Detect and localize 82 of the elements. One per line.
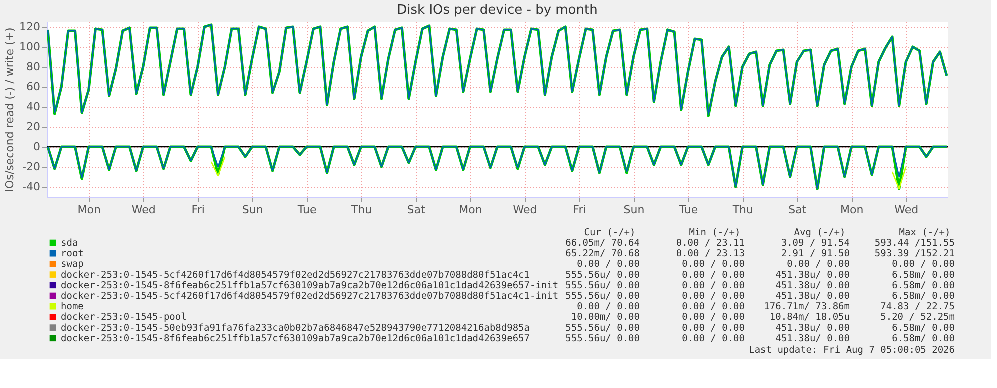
text: 3.09 / 91.54 xyxy=(781,238,850,249)
x-tick-label: Fri xyxy=(573,204,586,216)
y-axis-title: IOs/second read (-) / write (+) xyxy=(4,28,17,192)
text: 65.22m/ 70.68 xyxy=(566,248,640,260)
text: 555.56u/ 0.00 xyxy=(566,280,640,292)
text: 0.00 / 23.13 xyxy=(676,248,745,260)
chart-title: Disk IOs per device - by month xyxy=(397,3,598,18)
y-tick-label: 80 xyxy=(26,60,40,74)
legend-label: docker-253:0-1545-5cf4260f17d6f4d8054579f02ed2d56927c21783763dde07b7088d80f51ac4c1-init xyxy=(61,291,559,302)
text: 0.00 / 0.00 xyxy=(682,259,746,270)
text: Max (-/+) xyxy=(899,227,951,238)
text: 6.58m/ 0.00 xyxy=(892,333,956,344)
text: Min (-/+) xyxy=(689,227,741,238)
text: 0.00 / 0.00 xyxy=(787,259,850,270)
text: 0.00 / 0.00 xyxy=(682,270,746,281)
y-tick-label: 100 xyxy=(20,40,40,54)
y-tick-label: 120 xyxy=(20,20,40,34)
text: Cur (-/+) xyxy=(584,227,636,238)
text: 6.58m/ 0.00 xyxy=(892,270,956,281)
x-tick-label: Tue xyxy=(678,204,698,216)
text: 555.56u/ 0.00 xyxy=(566,322,640,334)
x-tick-label: Fri xyxy=(192,204,205,216)
y-tick-label: 40 xyxy=(26,100,40,114)
text: 10.00m/ 0.00 xyxy=(571,312,640,324)
x-tick-label: Wed xyxy=(894,204,919,216)
text: 0.00 / 0.00 xyxy=(682,322,746,334)
text: 451.38u/ 0.00 xyxy=(776,322,850,334)
text: 0.00 / 0.00 xyxy=(577,259,640,270)
x-tick-label: Mon xyxy=(78,204,101,216)
legend-label: docker-253:0-1545-5cf4260f17d6f4d8054579f02ed2d56927c21783763dde07b7088d80f51ac4c1 xyxy=(61,270,530,281)
text: 6.58m/ 0.00 xyxy=(892,280,956,292)
text: 74.83 / 22.75 xyxy=(880,302,955,313)
text: Avg (-/+) xyxy=(794,227,846,238)
x-tick-label: Thu xyxy=(350,204,372,216)
legend-label: home xyxy=(61,302,84,313)
y-tick-label: 20 xyxy=(26,120,40,134)
y-tick-label: 0 xyxy=(34,140,40,154)
text: 451.38u/ 0.00 xyxy=(776,291,850,302)
legend-label: swap xyxy=(61,259,84,270)
text: 593.39 /152.21 xyxy=(874,248,956,260)
text: 0.00 / 23.11 xyxy=(676,238,746,249)
x-tick-label: Sun xyxy=(242,204,264,216)
text: 451.38u/ 0.00 xyxy=(776,333,850,344)
text: 66.05m/ 70.64 xyxy=(566,238,640,249)
x-tick-label: Sat xyxy=(788,204,808,216)
x-tick-label: Mon xyxy=(840,204,864,216)
x-tick-label: Tue xyxy=(296,204,317,216)
text: 555.56u/ 0.00 xyxy=(566,291,640,302)
legend-label: docker-253:0-1545-pool xyxy=(61,312,187,324)
legend-label: sda xyxy=(61,238,78,249)
x-tick-label: Sun xyxy=(624,204,645,216)
text: 5.20 / 52.25m xyxy=(880,312,956,324)
text: 555.56u/ 0.00 xyxy=(566,333,640,344)
text: 451.38u/ 0.00 xyxy=(776,280,850,292)
legend-label: root xyxy=(61,248,84,260)
y-tick-label: -40 xyxy=(22,180,40,194)
text: 593.44 /151.55 xyxy=(874,238,955,249)
text: 2.91 / 91.50 xyxy=(781,248,850,260)
x-tick-label: Wed xyxy=(513,204,538,216)
text: 6.58m/ 0.00 xyxy=(892,322,956,334)
text: 0.00 / 0.00 xyxy=(682,291,746,302)
x-tick-label: Wed xyxy=(132,204,156,216)
legend-label: docker-253:0-1545-8f6feab6c251ffb1a57cf630109ab7a9ca2b70e12d6c06a101c1dad42639e657-init xyxy=(61,280,559,292)
text: Last update: Fri Aug 7 05:00:05 2026 xyxy=(749,345,956,356)
text: 6.58m/ 0.00 xyxy=(892,291,956,302)
text: 0.00 / 0.00 xyxy=(892,259,956,270)
y-tick-label: 60 xyxy=(26,80,40,94)
text: 0.00 / 0.00 xyxy=(682,312,746,324)
text: 0.00 / 0.00 xyxy=(682,280,746,292)
text: 0.00 / 0.00 xyxy=(682,302,746,313)
text: 0.00 / 0.00 xyxy=(577,302,640,313)
text: 555.56u/ 0.00 xyxy=(566,270,640,281)
legend-label: docker-253:0-1545-50eb93fa91fa76fa233ca0b02b7a6846847e528943790e7712084216ab8d985a xyxy=(61,322,530,334)
text: 176.71m/ 73.86m xyxy=(764,302,850,313)
text: 451.38u/ 0.00 xyxy=(776,270,850,281)
x-tick-label: Thu xyxy=(732,204,754,216)
y-tick-label: -20 xyxy=(22,160,40,174)
text: 10.84m/ 18.05u xyxy=(770,312,850,324)
legend-label: docker-253:0-1545-8f6feab6c251ffb1a57cf630109ab7a9ca2b70e12d6c06a101c1dad42639e657 xyxy=(61,333,530,344)
text: 0.00 / 0.00 xyxy=(682,333,746,344)
x-tick-label: Mon xyxy=(459,204,482,216)
x-tick-label: Sat xyxy=(407,204,426,216)
